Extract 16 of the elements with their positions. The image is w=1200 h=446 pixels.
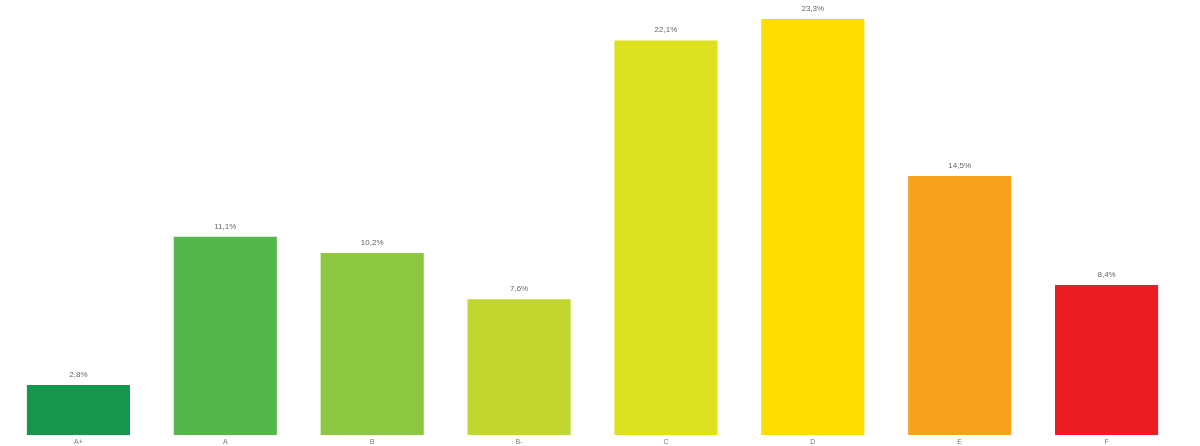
bar [26,385,130,435]
bar [614,40,718,435]
data-label: 10,2% [360,237,384,247]
data-label: 2,8% [69,370,88,380]
bar [908,176,1012,435]
bar [1055,285,1159,435]
data-label: 22,1% [654,25,678,35]
data-label: 7,6% [509,284,529,294]
data-label: 23,3% [801,4,825,13]
data-label: 11,1% [214,221,237,231]
data-label: 8,4% [1097,270,1116,280]
bar [761,19,865,435]
bar [320,252,424,435]
data-label: 14,5% [948,161,972,171]
bar [467,299,571,435]
bar [173,236,277,435]
